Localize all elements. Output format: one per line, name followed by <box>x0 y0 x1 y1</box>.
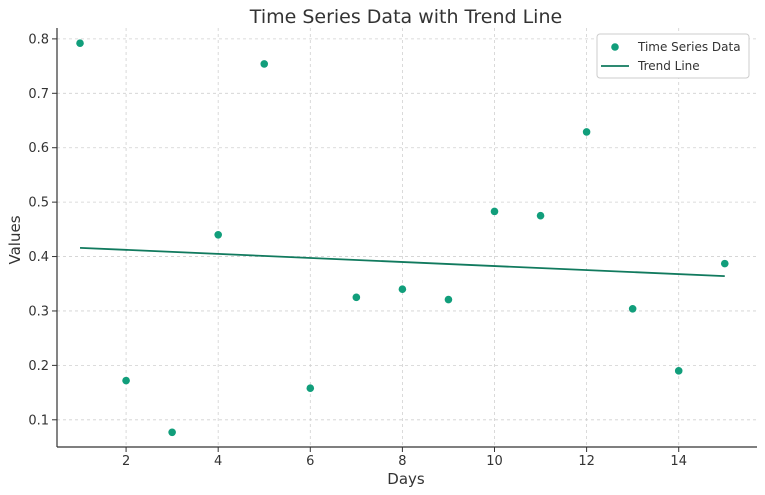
data-point <box>674 367 683 375</box>
data-point <box>582 128 591 136</box>
legend-label-trend: Trend Line <box>637 59 700 73</box>
axes <box>56 28 757 448</box>
y-tick-label: 0.2 <box>28 359 49 374</box>
data-point <box>628 304 637 313</box>
x-tick-label: 2 <box>122 454 130 469</box>
x-ticks: 2 4 6 8 10 12 14 <box>122 447 687 469</box>
data-point <box>398 285 407 293</box>
y-axis-label: Values <box>6 215 24 264</box>
legend-marker-scatter <box>611 43 619 51</box>
data-point <box>536 211 545 220</box>
y-tick-label: 0.1 <box>28 413 49 428</box>
legend: Time Series Data Trend Line <box>596 33 750 79</box>
data-point <box>168 428 176 437</box>
y-tick-label: 0.8 <box>28 32 49 47</box>
x-tick-label: 10 <box>486 454 503 469</box>
data-point <box>352 293 361 302</box>
trend-line-layer <box>79 246 725 278</box>
x-tick-label: 4 <box>214 454 222 469</box>
data-point <box>122 376 130 385</box>
trend-line <box>79 246 725 278</box>
y-tick-label: 0.3 <box>28 304 49 319</box>
data-point <box>76 39 84 48</box>
chart-title: Time Series Data with Trend Line <box>249 6 562 28</box>
y-tick-label: 0.5 <box>28 196 49 211</box>
legend-box <box>596 33 750 79</box>
data-points-layer <box>76 39 729 437</box>
data-point <box>214 230 222 239</box>
data-point <box>490 207 499 216</box>
x-tick-label: 6 <box>306 454 314 469</box>
grid <box>57 28 757 447</box>
y-tick-label: 0.4 <box>28 250 49 265</box>
x-tick-label: 14 <box>670 454 687 469</box>
data-point <box>720 259 729 268</box>
y-tick-label: 0.7 <box>28 87 49 102</box>
x-tick-label: 8 <box>398 454 406 469</box>
x-axis-label: Days <box>387 470 425 488</box>
x-tick-label: 12 <box>578 454 595 469</box>
data-point <box>306 384 315 393</box>
legend-label-scatter: Time Series Data <box>637 40 741 54</box>
y-ticks: 0.1 0.2 0.3 0.4 0.5 0.6 0.7 0.8 <box>28 32 57 428</box>
data-point <box>260 60 269 68</box>
data-point <box>444 295 453 304</box>
y-tick-label: 0.6 <box>28 141 49 156</box>
